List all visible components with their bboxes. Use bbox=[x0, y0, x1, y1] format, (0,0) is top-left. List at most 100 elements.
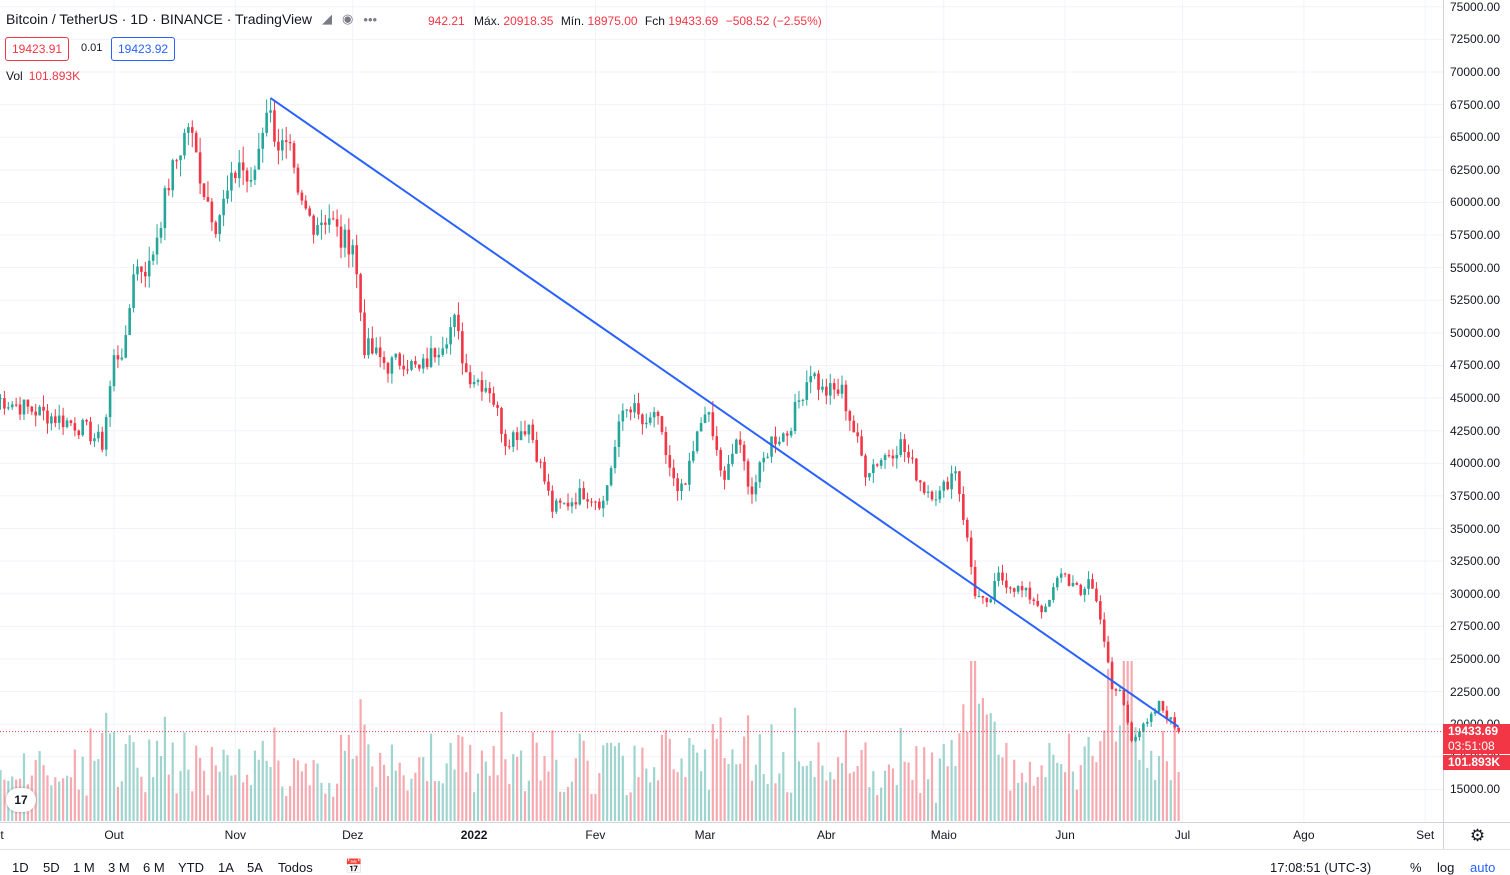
candle-body bbox=[962, 494, 965, 520]
volume-bar bbox=[504, 759, 507, 821]
candle-body bbox=[57, 415, 61, 423]
candle-body bbox=[363, 312, 366, 356]
candle-body bbox=[778, 441, 781, 445]
volume-label[interactable]: Vol bbox=[6, 69, 23, 83]
volume-bar bbox=[65, 775, 69, 821]
price-tick: 75000.00 bbox=[1450, 0, 1501, 14]
range-button-todos[interactable]: Todos bbox=[278, 860, 313, 875]
candle-body bbox=[735, 439, 738, 454]
symbol-title[interactable]: Bitcoin / TetherUS · 1D · BINANCE · Trad… bbox=[6, 11, 313, 27]
candle-body bbox=[558, 500, 562, 503]
range-button-1m[interactable]: 1 M bbox=[73, 860, 95, 875]
high-label: Máx bbox=[474, 14, 497, 28]
volume-bar bbox=[519, 750, 523, 821]
volume-bar bbox=[805, 765, 808, 821]
buy-button[interactable]: 19423.92 bbox=[111, 37, 176, 61]
candle-body bbox=[930, 491, 934, 500]
log-toggle[interactable]: log bbox=[1437, 860, 1455, 875]
sell-button[interactable]: 19423.91 bbox=[5, 37, 70, 61]
candle-body bbox=[359, 274, 362, 313]
volume-bar bbox=[214, 765, 217, 821]
candle-body bbox=[813, 373, 816, 377]
flag-icon[interactable]: ◢ bbox=[322, 11, 333, 26]
volume-bar bbox=[1173, 719, 1176, 821]
candle-body bbox=[179, 155, 182, 161]
candle-body bbox=[621, 410, 625, 422]
candle-body bbox=[965, 519, 969, 538]
volume-bar bbox=[891, 768, 894, 821]
candle-body bbox=[554, 500, 558, 512]
chart-pane[interactable]: Bitcoin / TetherUS · 1D · BINANCE · Trad… bbox=[0, 0, 1443, 822]
candle-body bbox=[809, 376, 812, 383]
calendar-icon[interactable]: 📅 bbox=[345, 858, 363, 874]
tradingview-logo-icon[interactable]: 17 bbox=[6, 788, 36, 812]
symbol-legend: Bitcoin / TetherUS · 1D · BINANCE · Trad… bbox=[6, 11, 377, 27]
candle-body bbox=[3, 398, 6, 409]
volume-bar bbox=[414, 772, 417, 821]
volume-bar bbox=[762, 774, 765, 821]
candle-body bbox=[7, 407, 10, 409]
volume-bar bbox=[457, 734, 460, 821]
volume-bar bbox=[124, 744, 127, 821]
candle-body bbox=[750, 486, 754, 495]
volume-bar bbox=[743, 736, 746, 821]
volume-bar bbox=[496, 775, 499, 821]
more-icon[interactable]: ••• bbox=[363, 11, 378, 27]
volume-bar bbox=[927, 779, 930, 821]
volume-bar bbox=[950, 740, 953, 821]
percent-toggle[interactable]: % bbox=[1410, 860, 1422, 875]
price-tick: 55000.00 bbox=[1450, 260, 1501, 275]
auto-toggle[interactable]: auto bbox=[1470, 860, 1496, 875]
range-button-3m[interactable]: 3 M bbox=[108, 860, 130, 875]
volume-bar bbox=[512, 754, 515, 821]
volume-bar bbox=[895, 785, 898, 821]
candle-body bbox=[1099, 601, 1102, 620]
volume-bar bbox=[465, 772, 468, 821]
volume-bar bbox=[1157, 756, 1161, 821]
close-value: 19433.69 bbox=[668, 14, 719, 28]
candle-body bbox=[108, 386, 112, 418]
volume-bar bbox=[355, 755, 358, 821]
volume-bar bbox=[144, 792, 147, 821]
volume-bar bbox=[840, 763, 844, 821]
range-button-5a[interactable]: 5A bbox=[247, 860, 263, 875]
volume-bar bbox=[367, 744, 370, 821]
volume-bar bbox=[719, 717, 722, 821]
candle-body bbox=[719, 450, 722, 471]
volume-bar bbox=[977, 703, 981, 821]
candle-body bbox=[269, 110, 272, 113]
candle-body bbox=[707, 412, 711, 415]
volume-bar bbox=[402, 775, 405, 821]
range-button-1d[interactable]: 1D bbox=[12, 860, 29, 875]
volume-bar bbox=[535, 742, 538, 821]
low-label: Mín bbox=[560, 14, 581, 28]
range-button-6m[interactable]: 6 M bbox=[143, 860, 165, 875]
candlestick-chart[interactable] bbox=[0, 0, 1443, 822]
eye-icon[interactable]: ◉ bbox=[342, 11, 354, 26]
candle-body bbox=[257, 148, 261, 170]
time-axis[interactable]: t Out Nov Dez 2022 Fev Mar Abr Maio Jun Jul Ago Set bbox=[0, 822, 1443, 849]
volume-bar bbox=[363, 724, 366, 821]
time-tick: 2022 bbox=[460, 828, 488, 842]
change-value: −508.52 (−2.55%) bbox=[725, 14, 822, 28]
volume-bar bbox=[202, 770, 206, 821]
candle-body bbox=[1059, 573, 1063, 578]
candle-body bbox=[417, 364, 421, 369]
range-button-ytd[interactable]: YTD bbox=[178, 860, 204, 875]
price-scale[interactable]: 75000.00 72500.00 70000.00 67500.00 65000.00… bbox=[1443, 0, 1510, 822]
range-button-5d[interactable]: 5D bbox=[43, 860, 60, 875]
candle-body bbox=[433, 348, 437, 358]
candle-body bbox=[954, 471, 957, 474]
volume-bar bbox=[876, 795, 879, 821]
settings-gear-icon[interactable]: ⚙ bbox=[1443, 822, 1510, 849]
volume-bar bbox=[993, 721, 996, 821]
volume-bar bbox=[426, 781, 429, 821]
candle-body bbox=[484, 388, 488, 392]
volume-bar bbox=[1001, 757, 1004, 821]
candle-body bbox=[758, 462, 762, 483]
candle-body bbox=[453, 314, 456, 328]
clock-readout[interactable]: 17:08:51 (UTC-3) bbox=[1270, 860, 1372, 875]
range-button-1a[interactable]: 1A bbox=[218, 860, 234, 875]
candle-body bbox=[997, 572, 1000, 582]
candle-body bbox=[852, 420, 856, 433]
